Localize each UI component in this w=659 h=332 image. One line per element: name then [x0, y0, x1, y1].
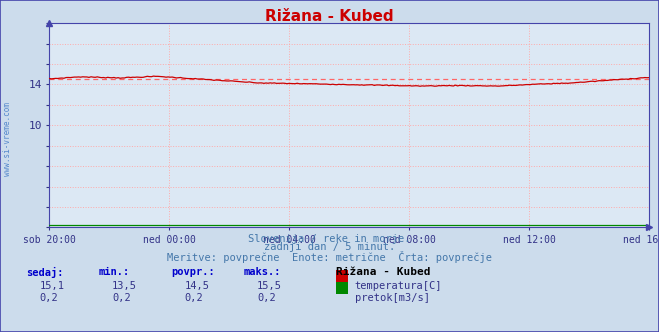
Text: 15,1: 15,1	[40, 281, 65, 290]
Text: 0,2: 0,2	[257, 293, 275, 303]
Text: 0,2: 0,2	[40, 293, 58, 303]
Text: maks.:: maks.:	[244, 267, 281, 277]
Text: Rižana - Kubed: Rižana - Kubed	[336, 267, 430, 277]
Text: sedaj:: sedaj:	[26, 267, 64, 278]
Text: 0,2: 0,2	[185, 293, 203, 303]
Text: Meritve: povprečne  Enote: metrične  Črta: povprečje: Meritve: povprečne Enote: metrične Črta:…	[167, 251, 492, 263]
Text: 13,5: 13,5	[112, 281, 137, 290]
Text: povpr.:: povpr.:	[171, 267, 215, 277]
Text: www.si-vreme.com: www.si-vreme.com	[3, 103, 13, 176]
Text: temperatura[C]: temperatura[C]	[355, 281, 442, 290]
Text: Rižana - Kubed: Rižana - Kubed	[265, 9, 394, 24]
Text: 14,5: 14,5	[185, 281, 210, 290]
Text: pretok[m3/s]: pretok[m3/s]	[355, 293, 430, 303]
Text: min.:: min.:	[99, 267, 130, 277]
Text: Slovenija / reke in morje.: Slovenija / reke in morje.	[248, 234, 411, 244]
Text: 15,5: 15,5	[257, 281, 282, 290]
Text: zadnji dan / 5 minut.: zadnji dan / 5 minut.	[264, 242, 395, 252]
Text: 0,2: 0,2	[112, 293, 130, 303]
